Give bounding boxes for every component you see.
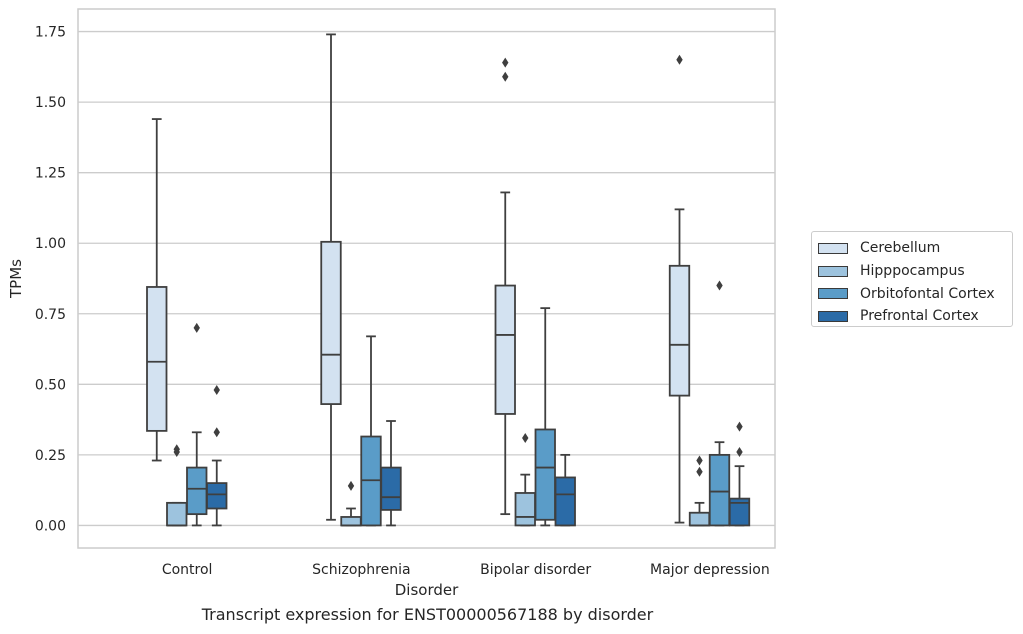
box-iqr (688, 511, 711, 527)
legend-item: Hipppocampus (818, 260, 1012, 283)
box-iqr (514, 492, 536, 527)
box-iqr (380, 466, 402, 511)
box-cerebellum (320, 33, 342, 521)
y-tick-label: 0.50 (35, 377, 66, 393)
legend-label: Orbitofontal Cortex (860, 285, 995, 302)
outlier-point (502, 71, 509, 82)
box-hipppocampus (340, 480, 362, 527)
legend-item: Cerebellum (818, 237, 1012, 260)
box-orbitofontal-cortex (186, 322, 208, 527)
outlier-point (716, 280, 723, 291)
y-tick-label: 0.25 (35, 448, 66, 464)
legend-item: Orbitofontal Cortex (818, 282, 1012, 305)
box-hipppocampus (166, 444, 188, 527)
box-iqr (320, 240, 342, 405)
box-prefrontal-cortex (380, 420, 402, 527)
figure-caption: Transcript expression for ENST0000056718… (201, 605, 654, 624)
box-cerebellum (494, 57, 516, 516)
y-tick-label: 0.00 (35, 518, 66, 534)
plot-area-frame (77, 8, 776, 549)
box-orbitofontal-cortex (534, 307, 556, 527)
x-tick-label: Bipolar disorder (480, 562, 591, 578)
box-iqr (206, 482, 228, 510)
box-hipppocampus (688, 455, 711, 527)
outlier-point (736, 447, 743, 458)
x-tick-label: Control (162, 562, 213, 578)
y-axis-title: TPMs (7, 259, 25, 299)
gridlines (78, 30, 775, 527)
outlier-point (193, 322, 200, 333)
x-tick-label: Schizophrenia (312, 562, 410, 578)
box-iqr (340, 516, 362, 527)
box-iqr (708, 453, 731, 527)
legend-swatch (818, 242, 848, 254)
legend-swatch (818, 310, 848, 322)
x-axis-ticks: Control Schizophrenia Bipolar disorder Majo… (162, 562, 770, 578)
boxes (146, 33, 751, 527)
box-orbitofontal-cortex (708, 280, 731, 527)
box-cerebellum (668, 54, 691, 524)
legend-swatch (818, 288, 848, 300)
box-prefrontal-cortex (206, 384, 228, 527)
y-tick-label: 0.75 (35, 307, 66, 323)
legend-item: Prefrontal Cortex (818, 305, 1012, 328)
box-iqr (166, 501, 188, 527)
box-prefrontal-cortex (554, 453, 576, 527)
box-iqr (554, 476, 576, 527)
outlier-point (502, 57, 509, 68)
box-cerebellum (146, 118, 168, 462)
outlier-point (173, 444, 180, 455)
outlier-point (676, 54, 683, 65)
outlier-point (347, 480, 355, 491)
y-tick-label: 1.75 (35, 25, 66, 41)
box-iqr (534, 428, 556, 521)
outlier-point (696, 466, 703, 477)
box-hipppocampus (514, 432, 536, 527)
box-iqr (186, 466, 208, 516)
legend-swatch (818, 265, 848, 277)
box-iqr (668, 264, 691, 397)
x-axis-title: Disorder (395, 581, 459, 599)
outlier-point (696, 455, 703, 466)
outlier-point (213, 384, 220, 395)
box-prefrontal-cortex (728, 421, 751, 527)
outlier-point (736, 421, 743, 432)
y-tick-label: 1.50 (35, 95, 66, 111)
box-iqr (494, 284, 516, 415)
legend-label: Hipppocampus (860, 263, 965, 280)
legend: Cerebellum Hipppocampus Orbitofontal Corte… (811, 231, 1013, 327)
y-axis-ticks: 0.00 0.25 0.50 0.75 1.00 1.25 1.50 1.75 (35, 25, 66, 535)
y-tick-label: 1.25 (35, 166, 66, 182)
outlier-point (522, 432, 529, 443)
x-tick-label: Major depression (650, 562, 770, 578)
outlier-point (213, 427, 220, 438)
y-tick-label: 1.00 (35, 236, 66, 252)
legend-label: Cerebellum (860, 240, 941, 257)
box-orbitofontal-cortex (360, 335, 382, 527)
box-iqr (728, 497, 751, 527)
legend-label: Prefrontal Cortex (860, 308, 979, 325)
box-iqr (146, 286, 168, 432)
